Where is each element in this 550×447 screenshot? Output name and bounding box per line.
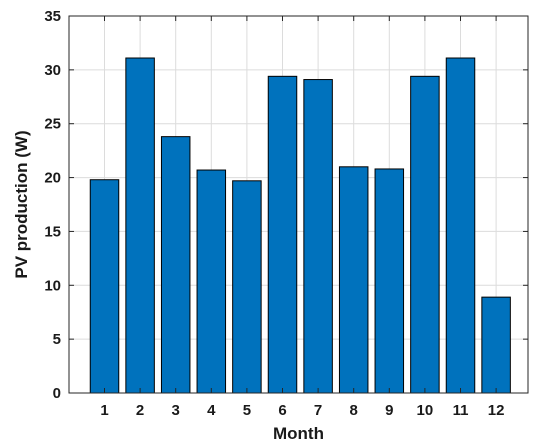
- bar-month-11: [445, 57, 476, 394]
- x-tick-label: 10: [417, 402, 434, 419]
- bar-month-1: [89, 179, 120, 394]
- x-tick-label: 2: [136, 402, 144, 419]
- x-tick-label: 6: [278, 402, 286, 419]
- x-tick-label: 1: [100, 402, 108, 419]
- x-tick-label: 5: [243, 402, 251, 419]
- y-axis-title: PV production (W): [12, 130, 31, 278]
- x-tick-label: 8: [350, 402, 358, 419]
- x-tick-label: 3: [172, 402, 180, 419]
- bar-month-2: [125, 57, 155, 394]
- bar-month-3: [160, 136, 191, 394]
- bar-month-7: [303, 79, 333, 394]
- x-tick-label: 12: [488, 402, 505, 419]
- bar-month-6: [267, 75, 298, 394]
- y-axis-ticks: 0 5 10 15 20 25 30 35: [44, 8, 528, 402]
- bar-month-4: [196, 169, 227, 394]
- x-axis-title: Month: [273, 424, 324, 443]
- bar-month-5: [232, 180, 262, 394]
- x-tick-label: 7: [314, 402, 322, 419]
- bar-month-10: [410, 75, 440, 394]
- bar-month-8: [338, 166, 369, 394]
- y-tick-label: 35: [44, 8, 61, 25]
- plot-frame: [68, 15, 529, 394]
- y-tick-label: 10: [44, 277, 61, 294]
- y-tick-label: 20: [44, 170, 61, 187]
- y-tick-label: 5: [53, 331, 61, 348]
- y-tick-label: 30: [44, 62, 61, 79]
- bar-series: [89, 57, 511, 394]
- bar-month-9: [374, 168, 405, 394]
- x-tick-label: 9: [385, 402, 393, 419]
- y-tick-label: 0: [53, 385, 61, 402]
- bar-month-12: [481, 296, 511, 394]
- x-axis-ticks: 1 2 3 4 5 6 7 8 9 10 11 12: [100, 16, 504, 419]
- y-tick-label: 15: [44, 223, 61, 240]
- y-tick-label: 25: [44, 116, 61, 133]
- x-tick-label: 11: [453, 402, 469, 419]
- x-tick-label: 4: [207, 402, 216, 419]
